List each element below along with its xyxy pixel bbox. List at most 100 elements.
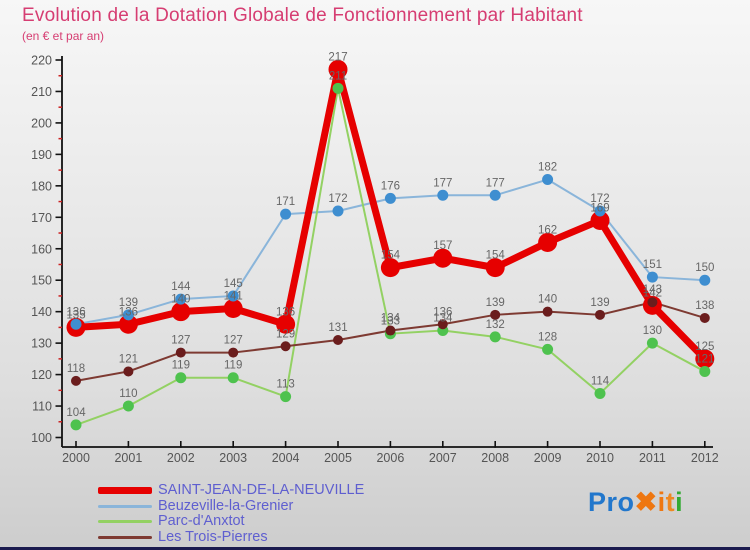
value-label: 121 (119, 353, 138, 365)
value-label: 127 (171, 335, 190, 347)
data-point-s1 (384, 192, 396, 204)
value-label: 130 (643, 325, 662, 337)
data-point-s3 (385, 325, 396, 336)
data-point-s0 (433, 248, 453, 268)
data-point-s2 (542, 343, 554, 355)
x-tick-label: 2011 (639, 451, 666, 465)
data-point-s3 (647, 297, 658, 308)
legend-item-1: Beuzeville-la-Grenier (98, 497, 364, 515)
data-point-s2 (280, 391, 292, 403)
data-point-s1 (175, 293, 187, 305)
data-point-s1 (332, 205, 344, 217)
y-tick-label: 150 (31, 274, 52, 288)
y-tick-label: 190 (31, 148, 52, 162)
y-tick-label: 110 (32, 400, 52, 414)
value-label: 144 (171, 281, 191, 293)
data-point-s3 (228, 347, 239, 358)
value-label: 135 (66, 309, 85, 321)
data-point-s3 (699, 312, 710, 323)
legend-label: Beuzeville-la-Grenier (158, 497, 294, 514)
data-point-s2 (699, 365, 711, 377)
x-tick-label: 2008 (481, 451, 509, 465)
data-point-s1 (594, 205, 606, 217)
value-label: 128 (538, 331, 557, 343)
value-label: 131 (328, 322, 347, 334)
x-tick-label: 2006 (376, 451, 404, 465)
value-label: 172 (590, 193, 609, 205)
x-tick-label: 2002 (167, 451, 195, 465)
x-tick-label: 2000 (62, 451, 90, 465)
value-label: 162 (538, 224, 557, 236)
data-point-s0 (118, 314, 138, 334)
legend-label: Les Trois-Pierres (158, 528, 268, 545)
value-label: 145 (224, 278, 243, 290)
data-point-s2 (122, 400, 134, 412)
value-label: 140 (171, 294, 190, 306)
data-point-s3 (490, 309, 501, 320)
value-label: 104 (66, 407, 86, 419)
value-label: 150 (695, 262, 714, 274)
value-label: 217 (328, 51, 347, 63)
data-point-s1 (437, 189, 449, 201)
value-label: 171 (276, 196, 295, 208)
x-tick-label: 2003 (219, 451, 247, 465)
chart-title: Evolution de la Dotation Globale de Fonc… (22, 5, 583, 26)
proxiti-logo: Pro✖iti (588, 487, 683, 518)
legend-item-2: Parc-d'Anxtot (98, 514, 364, 530)
data-point-s0 (538, 232, 558, 252)
value-label: 114 (591, 375, 610, 387)
data-point-s2 (489, 331, 501, 343)
value-label: 113 (276, 379, 294, 391)
y-tick-label: 160 (31, 242, 52, 256)
data-point-s0 (695, 349, 715, 369)
legend-swatch (98, 520, 152, 524)
x-tick-label: 2004 (272, 451, 300, 465)
value-label: 139 (119, 297, 138, 309)
data-point-s2 (227, 372, 239, 384)
logo-segment: Pro (588, 487, 635, 517)
x-tick-label: 2007 (429, 451, 457, 465)
y-tick-label: 170 (31, 211, 52, 225)
value-label: 211 (329, 70, 347, 82)
dgf-line-chart: 100 110 120 130 140 150 160 170 180 190 200 210 220 2… (31, 51, 719, 465)
value-label: 143 (643, 284, 662, 296)
value-label: 176 (381, 180, 400, 192)
data-point-s0 (171, 302, 191, 322)
y-tick-label: 130 (31, 337, 52, 351)
value-label: 169 (590, 202, 609, 214)
value-label: 140 (538, 294, 557, 306)
data-point-s0 (276, 314, 296, 334)
data-point-s1 (489, 189, 501, 201)
value-label: 133 (381, 316, 400, 328)
data-point-s1 (646, 271, 658, 283)
data-point-s2 (646, 337, 658, 349)
chart-subtitle: (en € et par an) (22, 29, 105, 43)
value-label: 154 (381, 250, 401, 262)
chart-canvas: 100 110 120 130 140 150 160 170 180 190 200 210 220 2… (31, 51, 719, 465)
y-tick-label: 200 (31, 116, 52, 130)
logo-segment: i (675, 487, 684, 517)
y-tick-label: 220 (31, 54, 52, 68)
value-label: 119 (224, 360, 242, 372)
data-point-s0 (380, 258, 400, 278)
value-label: 142 (643, 287, 662, 299)
y-tick-label: 210 (31, 85, 52, 99)
logo-segment: ✖ (634, 487, 658, 517)
y-tick-label: 140 (31, 305, 52, 319)
value-label: 136 (119, 306, 138, 318)
y-tick-label: 180 (31, 179, 52, 193)
data-point-s0 (328, 59, 348, 79)
legend-item-3: Les Trois-Pierres (98, 528, 364, 546)
value-label: 157 (433, 240, 452, 252)
data-point-s1 (227, 290, 239, 302)
data-point-s0 (223, 299, 243, 319)
value-label: 138 (695, 300, 714, 312)
data-point-s1 (542, 174, 554, 186)
value-label: 172 (328, 193, 347, 205)
value-label: 177 (486, 177, 505, 189)
value-label: 118 (67, 363, 85, 375)
value-label: 132 (486, 319, 505, 331)
value-label: 134 (433, 313, 453, 325)
data-point-s3 (333, 334, 343, 345)
